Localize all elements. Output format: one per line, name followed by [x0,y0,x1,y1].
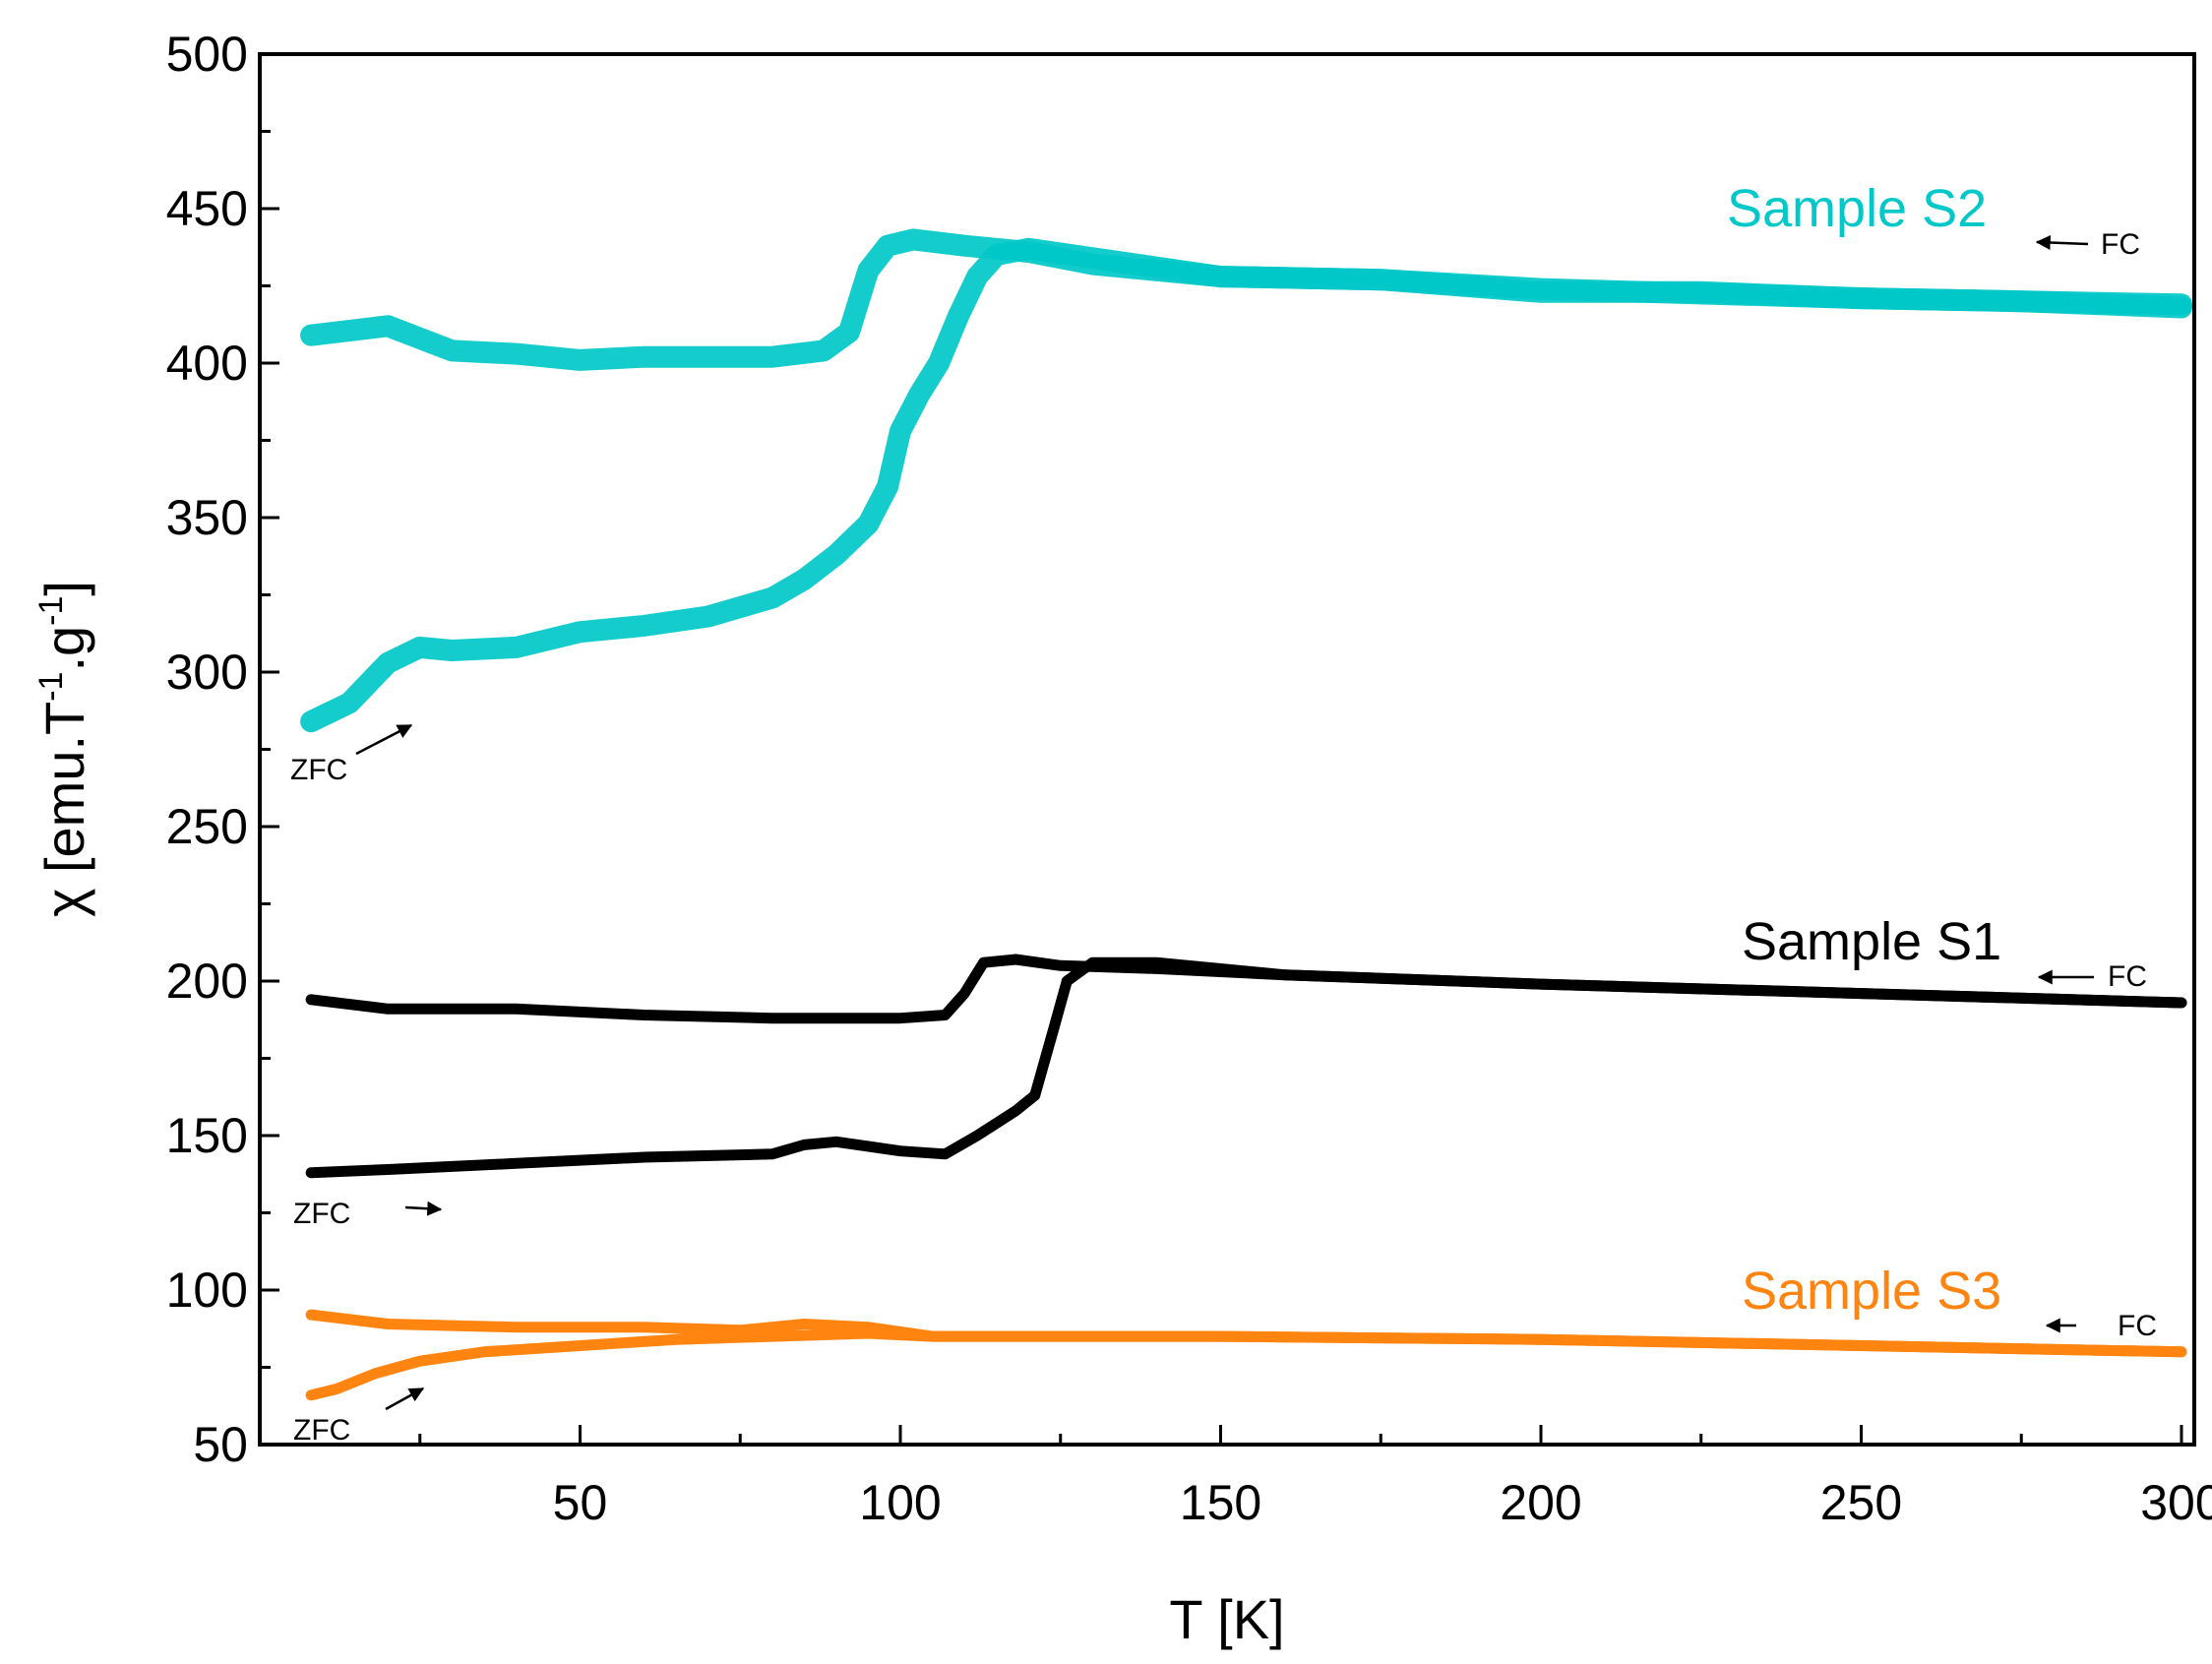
series-line-sample-s1-zfc [305,956,2187,1179]
x-tick-label: 250 [1820,1475,1902,1530]
series-line-sample-s3-zfc [305,1327,2187,1401]
zfc-arrow-s1 [404,1201,443,1216]
zfc-label-s1: ZFC [293,1198,350,1230]
y-tick-label: 350 [166,490,248,545]
y-tick-label: 200 [166,954,248,1009]
y-axis-ticks: 50 100 150 200 250 300 350 400 450 500 [166,27,279,1472]
zfc-label-s3: ZFC [293,1414,350,1447]
y-tick-label: 50 [193,1417,248,1472]
y-tick-label: 500 [166,27,248,82]
plot-area-frame [258,52,2196,1447]
zfc-label-s2: ZFC [290,754,347,786]
y-tick-label: 300 [166,645,248,700]
fc-arrow-s2 [2035,235,2089,251]
zfc-arrow-s2 [355,723,413,756]
y-tick-label: 450 [166,181,248,236]
x-tick-label: 50 [553,1475,608,1530]
series-layer [300,228,2192,1401]
y-tick-label: 400 [166,336,248,391]
x-axis-title: T [K] [1169,1588,1284,1650]
series-label-s2: Sample S2 [1727,179,1987,238]
y-axis-title: χ [emu.T-1.g-1] [32,581,95,917]
series-label-s1: Sample S1 [1742,912,2001,971]
fc-label-s2: FC [2101,228,2140,261]
series-label-s3: Sample S3 [1742,1262,2001,1321]
x-tick-label: 100 [859,1475,941,1530]
x-tick-label: 150 [1180,1475,1261,1530]
fc-label-s3: FC [2118,1310,2157,1342]
fc-label-s1: FC [2108,960,2147,993]
y-tick-label: 100 [166,1263,248,1318]
y-tick-label: 250 [166,799,248,854]
y-tick-label: 150 [166,1108,248,1163]
zfc-arrow-s3 [385,1387,425,1411]
x-axis-ticks: 50 100 150 200 250 300 [418,1425,2212,1530]
x-tick-label: 200 [1500,1475,1581,1530]
series-line-sample-s2-zfc [300,237,2192,733]
x-tick-label: 300 [2140,1475,2212,1530]
